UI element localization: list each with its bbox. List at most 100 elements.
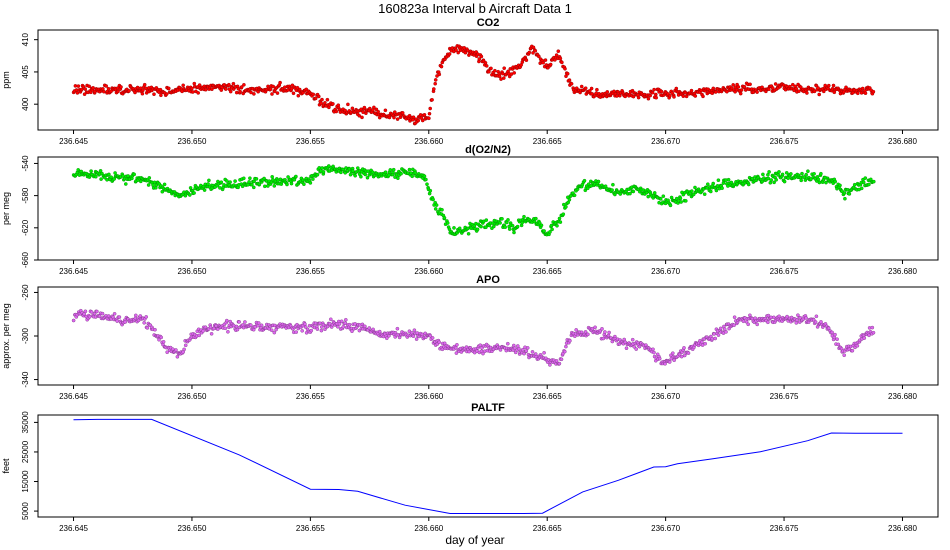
data-point [583,86,588,90]
data-point [746,182,751,187]
panel-title: CO2 [477,17,500,29]
data-point [569,82,574,86]
data-point [289,181,294,186]
panel-title: APO [476,274,500,286]
data-point [116,89,120,94]
data-point [611,182,615,187]
data-point [87,314,92,319]
y-axis-label: feet [1,458,11,474]
data-point [558,220,563,224]
data-point [219,180,224,184]
data-point [297,87,302,92]
data-point [862,336,867,340]
data-point [192,81,197,86]
data-point [567,197,572,202]
data-point [250,182,254,187]
data-point [731,83,736,87]
data-point [661,194,666,198]
data-point [746,322,751,327]
data-point [605,90,610,94]
data-point [863,91,868,95]
data-point [315,327,320,331]
data-point [505,341,510,346]
data-point [289,86,294,91]
y-tick-label: -260 [21,284,30,301]
data-point [126,174,130,178]
data-point [483,61,488,65]
y-axis-label: ppm [1,71,11,89]
data-point [767,170,771,174]
data-point [632,344,637,349]
data-point [700,340,704,345]
data-point [537,221,542,225]
data-point [428,106,433,111]
data-point [558,56,563,61]
data-point [231,81,236,86]
data-point [565,71,570,76]
data-point [399,171,403,176]
data-point [658,197,663,201]
data-point [615,94,619,98]
data-point [355,166,360,170]
x-tick-label: 236.675 [770,524,799,533]
x-tick-label: 236.675 [770,137,799,146]
data-point [709,189,713,194]
data-point [350,106,355,111]
data-point [223,326,228,331]
data-point [270,92,274,96]
data-point [693,185,697,190]
data-point [652,350,656,355]
data-point [430,336,435,340]
data-point [772,315,776,320]
data-point [370,170,375,174]
data-point [531,51,535,55]
data-point [347,322,352,327]
data-point [308,181,313,185]
data-point [856,91,860,96]
data-point [414,337,419,341]
data-point [392,115,396,120]
data-point [769,178,774,182]
data-point [106,314,111,318]
data-point [630,337,635,342]
data-point [871,330,876,335]
data-point [428,188,433,193]
data-point [215,327,220,331]
data-point [600,326,604,331]
data-point [146,183,151,187]
data-point [527,50,532,55]
data-point [761,172,765,177]
data-point [748,82,752,87]
data-point [165,350,169,355]
data-point [556,49,561,54]
data-point [427,116,431,121]
data-point [363,172,368,177]
data-point [294,174,298,179]
data-point [466,226,470,231]
data-point [652,87,656,92]
data-point [525,346,530,350]
data-point [595,87,599,92]
data-point [234,324,239,329]
data-point [500,216,504,221]
data-point [542,229,546,233]
data-point [824,180,828,185]
data-point [484,64,489,68]
data-point [249,90,253,95]
y-tick-label: -620 [21,219,30,236]
data-point [445,221,450,225]
data-point [416,118,421,123]
panel-4: PALTF feet 236.645 236.650 236.655 236.660 236… [1,402,939,533]
data-point [321,170,326,174]
data-point [766,176,771,181]
data-point [750,176,755,181]
data-point [631,189,636,194]
x-tick-label: 236.660 [414,392,443,401]
data-point [162,182,167,187]
data-point [161,339,166,344]
data-point [467,349,471,354]
data-point [729,180,734,185]
data-point [812,89,817,94]
data-point [701,94,705,99]
